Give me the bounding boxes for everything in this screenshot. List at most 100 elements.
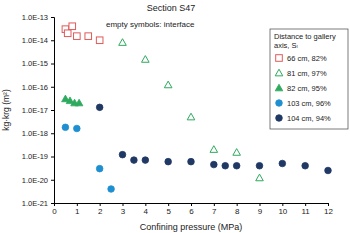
x-tick: 5 <box>166 203 171 216</box>
point <box>96 104 103 111</box>
x-axis-line <box>55 204 329 207</box>
x-tick-label: 0 <box>52 207 57 216</box>
point <box>74 125 81 132</box>
y-axis: 1.0E-21 1.0E-20 1.0E-19 1.0E-18 1.0E-17 1.0E-… <box>22 13 55 208</box>
y-tick-mark <box>51 87 54 88</box>
x-tick: 7 <box>212 203 217 216</box>
x-tick-label: 5 <box>166 207 171 216</box>
point <box>85 33 92 40</box>
y-axis-title: kg·krg (m²) <box>1 89 11 131</box>
point <box>325 167 332 174</box>
y-tick: 1.0E-19 <box>22 152 54 161</box>
y-tick: 1.0E-16 <box>22 83 54 92</box>
x-tick-label: 9 <box>258 207 263 216</box>
y-tick-label: 1.0E-17 <box>22 106 48 115</box>
x-tick-label: 12 <box>324 207 333 216</box>
point <box>256 174 264 181</box>
legend-label: 81 cm, 97% <box>287 69 327 78</box>
y-tick-label: 1.0E-15 <box>22 59 48 68</box>
x-tick: 8 <box>235 203 240 216</box>
y-tick-mark <box>51 133 54 134</box>
point <box>187 113 195 120</box>
y-tick: 1.0E-21 <box>22 199 54 208</box>
legend-label: 103 cm, 96% <box>287 99 331 108</box>
x-tick-mark <box>328 203 329 206</box>
y-axis-line <box>51 18 55 204</box>
y-tick: 1.0E-17 <box>22 106 54 115</box>
point <box>74 33 81 40</box>
x-tick-mark <box>214 203 215 206</box>
legend-marker <box>275 84 283 91</box>
point <box>96 165 103 172</box>
x-tick: 10 <box>278 203 287 216</box>
x-tick-mark <box>123 203 124 206</box>
y-tick: 1.0E-20 <box>22 176 54 185</box>
point <box>233 149 241 156</box>
x-tick: 1 <box>75 203 80 216</box>
point <box>119 151 126 158</box>
series <box>119 39 264 181</box>
point <box>69 23 76 30</box>
x-tick: 2 <box>98 203 103 216</box>
y-tick-mark <box>51 110 54 111</box>
y-tick: 1.0E-13 <box>22 13 54 22</box>
point <box>210 146 218 153</box>
x-tick: 9 <box>258 203 263 216</box>
plot: 01234567891011121.0E-211.0E-201.0E-191.0… <box>22 13 334 216</box>
legend-marker <box>276 100 283 107</box>
y-tick-label: 1.0E-19 <box>22 152 48 161</box>
x-tick-mark <box>282 203 283 206</box>
y-tick-label: 1.0E-20 <box>22 176 48 185</box>
x-tick-mark <box>305 203 306 206</box>
legend-label: 104 cm, 94% <box>287 114 331 123</box>
series <box>62 95 83 106</box>
legend-box <box>270 29 348 129</box>
legend-label: 82 cm, 95% <box>287 84 327 93</box>
point <box>108 186 115 193</box>
point <box>222 162 229 169</box>
y-tick-label: 1.0E-21 <box>22 199 48 208</box>
legend-label: 66 cm, 82% <box>287 54 327 63</box>
x-tick-mark <box>191 203 192 206</box>
legend-marker <box>276 115 283 122</box>
title: Section S47 <box>147 3 196 13</box>
x-tick-label: 6 <box>189 207 194 216</box>
x-tick-mark <box>77 203 78 206</box>
x-tick: 0 <box>52 203 57 216</box>
y-tick-label: 1.0E-14 <box>22 36 48 45</box>
x-tick: 11 <box>302 203 311 216</box>
point <box>256 162 263 169</box>
x-tick-mark <box>145 203 146 206</box>
x-axis: 0123456789101112 <box>52 203 333 216</box>
x-tick-mark <box>100 203 101 206</box>
y-tick-mark <box>51 40 54 41</box>
point <box>279 160 286 167</box>
x-tick-label: 8 <box>235 207 240 216</box>
x-tick-label: 4 <box>144 207 149 216</box>
point <box>64 30 71 37</box>
x-tick-label: 1 <box>75 207 80 216</box>
annotation: empty symbols: interface <box>106 20 195 29</box>
y-tick-mark <box>51 64 54 65</box>
point <box>119 39 127 46</box>
x-tick-label: 10 <box>278 207 287 216</box>
point <box>165 158 172 165</box>
x-tick-label: 3 <box>121 207 126 216</box>
x-axis-title: Confining pressure (MPa) <box>140 222 243 232</box>
marks <box>62 23 332 192</box>
y-tick: 1.0E-18 <box>22 129 54 138</box>
point <box>188 158 195 165</box>
point <box>96 37 103 44</box>
x-tick-label: 2 <box>98 207 103 216</box>
x-tick: 3 <box>121 203 126 216</box>
y-tick-mark <box>51 17 54 18</box>
series <box>62 124 114 192</box>
series <box>62 23 103 44</box>
point <box>75 99 83 106</box>
point <box>211 161 218 168</box>
chart: 01234567891011121.0E-211.0E-201.0E-191.0… <box>0 0 350 233</box>
x-tick: 6 <box>189 203 194 216</box>
y-tick-mark <box>51 157 54 158</box>
x-tick-label: 7 <box>212 207 217 216</box>
y-tick-label: 1.0E-16 <box>22 83 48 92</box>
